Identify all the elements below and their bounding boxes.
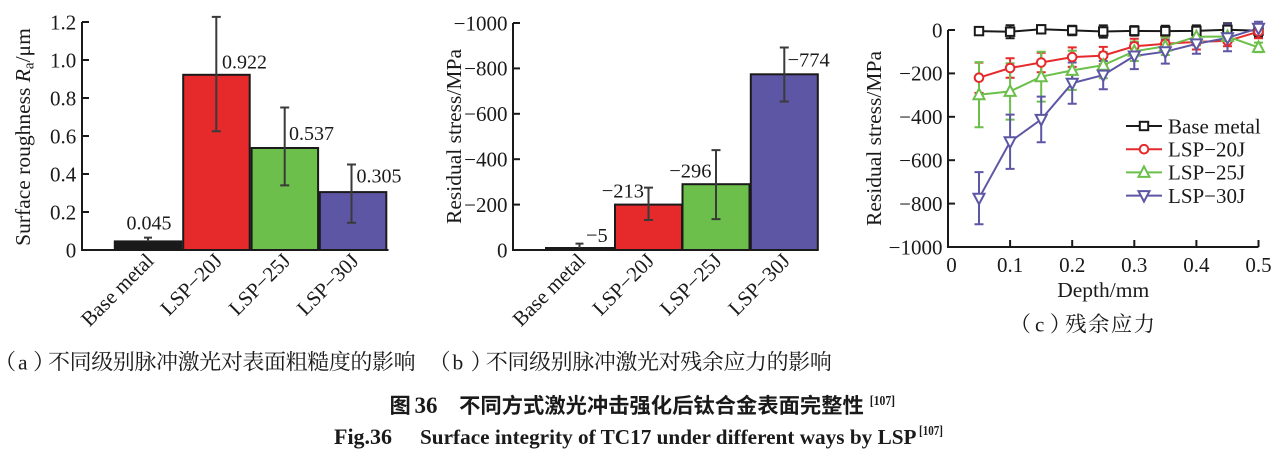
- svg-text:0.045: 0.045: [127, 213, 172, 235]
- svg-text:Depth/mm: Depth/mm: [1057, 278, 1149, 302]
- svg-text:−800: −800: [464, 57, 507, 81]
- svg-text:0: 0: [66, 238, 77, 262]
- svg-text:−200: −200: [899, 62, 942, 86]
- svg-text:a: a: [18, 350, 28, 374]
- svg-text:−1000: −1000: [454, 11, 508, 35]
- svg-text:−1000: −1000: [889, 235, 943, 259]
- svg-text:0.2: 0.2: [1059, 253, 1085, 277]
- svg-text:0.6: 0.6: [50, 124, 76, 148]
- svg-text:Surface roughness Ra/μm: Surface roughness Ra/μm: [11, 28, 38, 246]
- svg-text:[107]: [107]: [870, 394, 895, 409]
- svg-text:c: c: [1035, 313, 1044, 337]
- svg-text:0.2: 0.2: [50, 200, 76, 224]
- svg-text:LSP−30J: LSP−30J: [292, 249, 364, 321]
- svg-text:0.305: 0.305: [357, 166, 402, 188]
- svg-text:0.4: 0.4: [50, 162, 77, 186]
- svg-text:LSP−25J: LSP−25J: [1168, 161, 1245, 185]
- svg-text:−400: −400: [464, 148, 507, 172]
- svg-text:LSP−25J: LSP−25J: [224, 249, 296, 321]
- svg-text:−600: −600: [464, 102, 507, 126]
- svg-text:Base metal: Base metal: [1168, 114, 1261, 138]
- svg-text:0.5: 0.5: [1245, 253, 1271, 277]
- svg-text:−600: −600: [899, 149, 942, 173]
- svg-text:[107]: [107]: [919, 423, 943, 438]
- svg-text:−800: −800: [899, 192, 942, 216]
- svg-text:b: b: [453, 350, 464, 374]
- svg-text:0.1: 0.1: [997, 253, 1023, 277]
- svg-text:LSP−20J: LSP−20J: [1168, 138, 1245, 162]
- svg-text:LSP−20J: LSP−20J: [155, 249, 227, 321]
- svg-text:LSP−20J: LSP−20J: [587, 249, 659, 321]
- svg-text:0.3: 0.3: [1121, 253, 1147, 277]
- svg-text:−296: −296: [669, 161, 711, 183]
- svg-text:LSP−30J: LSP−30J: [1168, 184, 1245, 208]
- svg-text:Residual stress/MPa: Residual stress/MPa: [442, 49, 466, 224]
- svg-text:0: 0: [946, 253, 957, 277]
- svg-text:−5: −5: [586, 225, 608, 247]
- svg-text:0.8: 0.8: [50, 86, 76, 110]
- svg-text:0: 0: [497, 238, 508, 262]
- svg-text:Residual stress/MPa: Residual stress/MPa: [862, 51, 886, 226]
- svg-text:0: 0: [932, 18, 943, 42]
- svg-text:0.922: 0.922: [222, 52, 267, 74]
- svg-text:1.2: 1.2: [50, 10, 76, 34]
- svg-text:−774: −774: [788, 50, 830, 72]
- svg-text:LSP−25J: LSP−25J: [655, 249, 727, 321]
- svg-text:0.537: 0.537: [289, 123, 334, 145]
- svg-text:−213: −213: [602, 181, 644, 203]
- svg-text:Fig.36: Fig.36: [334, 424, 392, 449]
- svg-text:Surface integrity of TC17 unde: Surface integrity of TC17 under differen…: [420, 425, 917, 449]
- svg-text:1.0: 1.0: [50, 48, 76, 72]
- svg-text:Base metal: Base metal: [508, 248, 591, 331]
- svg-text:0.4: 0.4: [1183, 253, 1210, 277]
- svg-text:LSP−30J: LSP−30J: [723, 249, 795, 321]
- svg-text:−200: −200: [464, 193, 507, 217]
- svg-text:−400: −400: [899, 105, 942, 129]
- svg-text:36: 36: [415, 393, 438, 418]
- svg-text:Base metal: Base metal: [76, 248, 159, 331]
